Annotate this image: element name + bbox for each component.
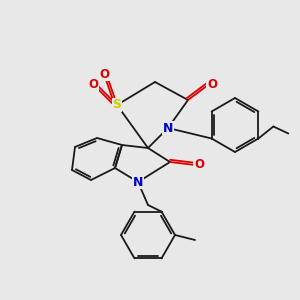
Text: N: N [163,122,173,134]
Text: O: O [207,79,217,92]
Text: S: S [112,98,122,112]
Text: N: N [133,176,143,188]
Text: O: O [194,158,204,172]
Text: O: O [99,68,109,80]
Text: O: O [88,77,98,91]
